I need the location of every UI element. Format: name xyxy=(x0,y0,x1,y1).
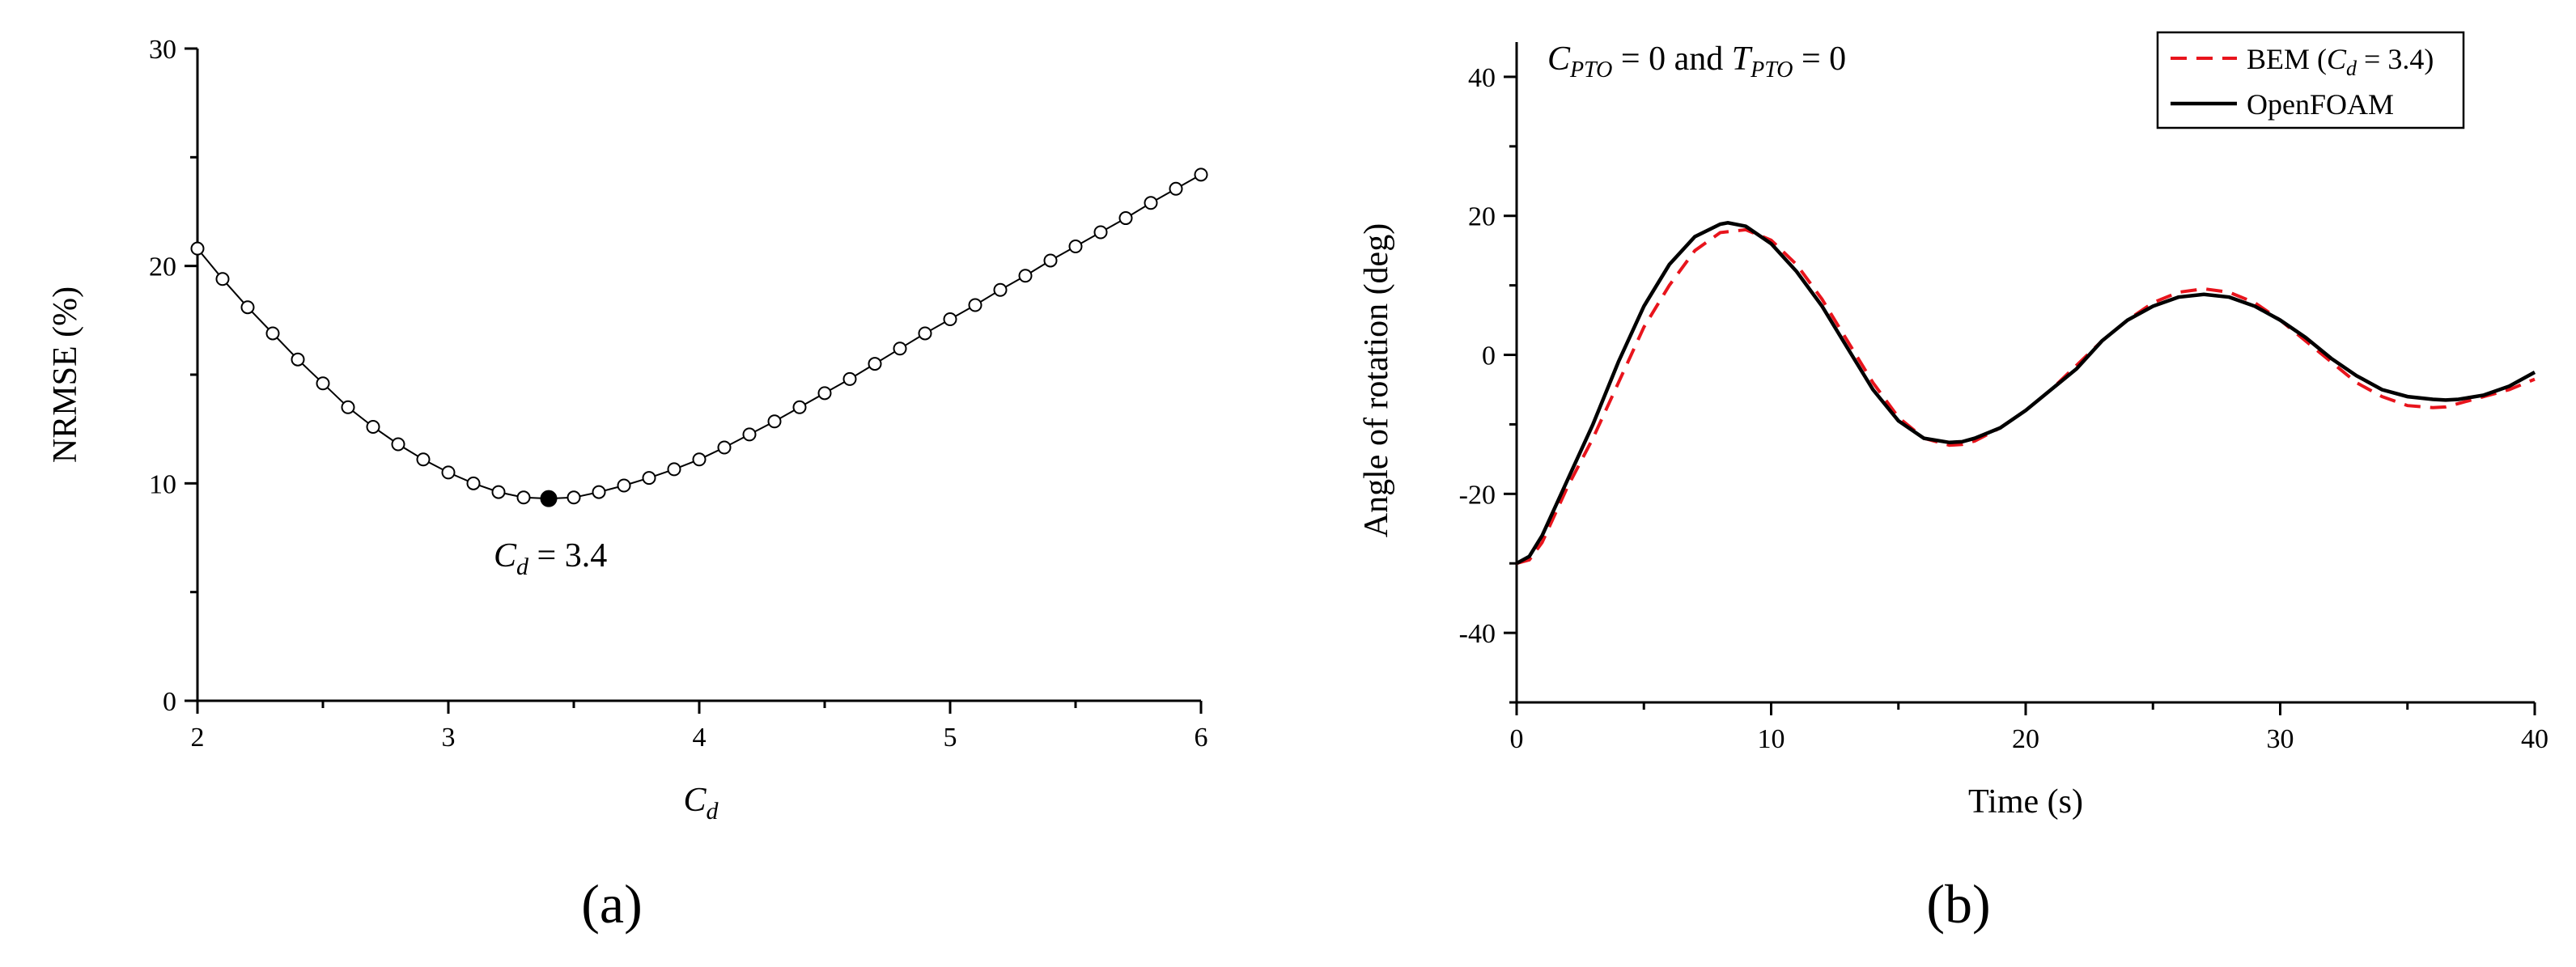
a-highlight-point xyxy=(540,490,558,507)
a-data-point xyxy=(1144,196,1158,210)
b-panel-label: (b) xyxy=(1926,873,1990,935)
b-y-axis-label: Angle of rotation (deg) xyxy=(1358,223,1395,537)
b-annotation-s1: PTO xyxy=(1569,57,1612,83)
a-data-point xyxy=(1043,253,1058,268)
b-x-tick-label: 10 xyxy=(1758,724,1785,754)
a-y-tick-label: 20 xyxy=(149,252,176,282)
b-legend-bem-pre: BEM ( xyxy=(2247,43,2327,75)
b-x-tick-label: 30 xyxy=(2267,724,2294,754)
a-data-point xyxy=(767,414,782,429)
a-data-point xyxy=(491,485,506,499)
a-y-tick-label: 0 xyxy=(163,687,176,717)
a-data-point xyxy=(742,427,757,442)
a-x-tick-label: 6 xyxy=(1195,723,1208,753)
a-data-point xyxy=(943,312,957,326)
b-legend-box xyxy=(2156,31,2465,129)
a-data-point xyxy=(893,341,907,356)
a-x-tick-label: 5 xyxy=(944,723,957,753)
b-series-bem-line xyxy=(1516,227,2536,566)
a-data-point xyxy=(968,298,982,312)
b-y-tick-label: 0 xyxy=(1482,341,1496,371)
b-annotation-v2: T xyxy=(1732,40,1753,78)
a-data-point xyxy=(717,440,732,455)
a-data-point xyxy=(516,490,531,505)
a-data-point xyxy=(667,462,681,477)
a-data-point xyxy=(617,478,631,493)
b-annotation-s2: PTO xyxy=(1750,57,1793,83)
a-data-point xyxy=(391,437,405,452)
a-data-point xyxy=(416,452,431,467)
a-y-axis-label: NRMSE (%) xyxy=(47,286,84,463)
a-y-tick-label: 30 xyxy=(149,35,176,65)
b-x-tick-label: 0 xyxy=(1510,724,1524,754)
b-annotation-v1: C xyxy=(1547,40,1571,78)
a-x-label-sub: d xyxy=(707,798,719,825)
a-panel-label: (a) xyxy=(581,873,642,935)
a-data-point xyxy=(1018,269,1033,283)
b-legend-bem-sub: d xyxy=(2346,57,2357,80)
a-series-line xyxy=(197,173,1202,500)
b-annotation-end: = 0 xyxy=(1793,40,1846,78)
b-legend-openfoam-label: OpenFOAM xyxy=(2247,88,2394,121)
a-x-axis-label: Cd xyxy=(683,782,719,825)
a-data-point xyxy=(215,272,230,286)
a-x-tick-label: 4 xyxy=(693,723,707,753)
a-data-point xyxy=(316,376,330,391)
a-highlight-sub: d xyxy=(516,553,529,580)
b-legend-bem-post: = 3.4) xyxy=(2357,43,2434,75)
a-x-tick-label: 3 xyxy=(442,723,456,753)
a-data-point xyxy=(341,400,355,414)
a-data-point xyxy=(642,471,656,486)
b-legend: BEM (Cd = 3.4) OpenFOAM xyxy=(2156,31,2465,129)
a-highlight-var: C xyxy=(494,537,517,575)
a-data-point xyxy=(993,282,1008,297)
a-data-point xyxy=(1118,211,1133,226)
a-y-tick-label: 10 xyxy=(149,469,176,499)
a-data-point xyxy=(366,419,380,434)
b-legend-bem-label: BEM (Cd = 3.4) xyxy=(2247,43,2434,80)
a-data-point xyxy=(1093,225,1108,240)
b-x-tick-label: 20 xyxy=(2012,724,2039,754)
b-annotation: CPTO = 0 and TPTO = 0 xyxy=(1547,40,1846,83)
a-data-point xyxy=(291,352,305,367)
a-data-point xyxy=(692,452,707,467)
a-data-point xyxy=(868,357,882,371)
b-annotation-mid: = 0 and xyxy=(1612,40,1731,78)
a-data-point xyxy=(792,400,807,414)
a-data-point xyxy=(567,490,581,505)
a-x-label-var: C xyxy=(683,782,707,819)
a-data-point xyxy=(1068,239,1083,253)
b-series-openfoam-line xyxy=(1515,221,2536,566)
a-data-point xyxy=(817,386,832,401)
a-data-point xyxy=(1169,181,1183,196)
b-x-axis-label: Time (s) xyxy=(1968,783,2083,821)
a-data-point xyxy=(1194,168,1208,182)
b-y-tick-label: 40 xyxy=(1468,63,1496,93)
a-highlight-label: Cd = 3.4 xyxy=(494,537,607,580)
a-data-point xyxy=(190,241,205,256)
a-data-point xyxy=(441,465,456,480)
b-y-tick-label: 20 xyxy=(1468,202,1496,232)
a-data-point xyxy=(265,326,280,341)
b-x-tick-label: 40 xyxy=(2521,724,2548,754)
a-data-point xyxy=(592,485,606,499)
a-data-point xyxy=(842,371,857,386)
a-data-point xyxy=(918,326,932,341)
a-data-point xyxy=(240,300,255,315)
a-data-point xyxy=(466,476,481,490)
b-y-tick-label: -20 xyxy=(1459,480,1496,510)
b-legend-bem-var: C xyxy=(2327,43,2347,75)
a-highlight-rest: = 3.4 xyxy=(528,537,607,575)
b-y-tick-label: -40 xyxy=(1459,619,1496,649)
a-x-tick-label: 2 xyxy=(191,723,205,753)
